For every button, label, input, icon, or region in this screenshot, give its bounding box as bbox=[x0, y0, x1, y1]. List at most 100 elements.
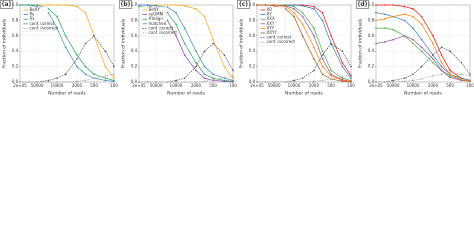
point bbox=[113, 77, 115, 79]
chart-panel: 0.00.20.40.60.81.02e+05 50000 10000 2000 500… bbox=[0, 0, 118, 97]
point bbox=[341, 61, 344, 64]
point bbox=[411, 15, 414, 18]
chart-panel: 0.00.20.40.60.81.02e+05 50000 10000 2000 500… bbox=[355, 0, 474, 97]
point bbox=[301, 81, 304, 83]
panel-tag: (d) bbox=[357, 1, 367, 8]
point bbox=[293, 4, 295, 6]
point bbox=[146, 4, 148, 6]
point bbox=[448, 73, 451, 76]
point bbox=[166, 4, 168, 6]
point bbox=[448, 75, 451, 77]
point bbox=[313, 80, 315, 83]
point bbox=[374, 19, 377, 22]
point bbox=[374, 42, 377, 45]
point bbox=[374, 27, 377, 29]
y-tick-label: 0.2 bbox=[130, 64, 137, 69]
point bbox=[440, 54, 442, 56]
x-tick-label: 2e+05 bbox=[13, 83, 27, 88]
y-tick-label: 0.2 bbox=[367, 64, 374, 69]
point bbox=[411, 27, 414, 29]
legend-label: conf. incorrect bbox=[30, 25, 59, 30]
legend-label: seGMM bbox=[148, 12, 163, 17]
legend-label: X0 bbox=[267, 7, 273, 12]
point bbox=[256, 81, 258, 83]
figure: 0.0 0.2 0.4 0.6 0.8 1.0 2e+05 50000 10000 2000 500… bbox=[0, 0, 474, 104]
point bbox=[330, 35, 332, 37]
legend-label: matched bbox=[148, 21, 166, 26]
point bbox=[420, 15, 422, 18]
series-line bbox=[20, 35, 115, 83]
point bbox=[374, 81, 377, 83]
point bbox=[403, 19, 405, 22]
legend-label: BeXY bbox=[30, 7, 41, 12]
point bbox=[383, 81, 385, 83]
x-tick-label: 2000 bbox=[427, 83, 438, 88]
x-tick-label: 500 bbox=[90, 83, 98, 88]
y-tick-label: 0.6 bbox=[249, 33, 256, 38]
point bbox=[468, 73, 471, 76]
point bbox=[194, 65, 197, 68]
x-tick-label: 2e+05 bbox=[250, 83, 264, 88]
x-tick-label: 2000 bbox=[190, 83, 201, 88]
point bbox=[321, 79, 324, 82]
point bbox=[391, 38, 394, 41]
x-tick-label: 50000 bbox=[31, 83, 44, 88]
x-tick-label: 10000 bbox=[169, 83, 182, 88]
x-tick-label: 10000 bbox=[51, 83, 64, 88]
y-tick-label: 0.4 bbox=[12, 48, 19, 53]
x-tick-label: 100 bbox=[110, 83, 118, 88]
point bbox=[211, 38, 214, 41]
legend-label: conf. correct bbox=[30, 21, 55, 26]
point bbox=[420, 23, 422, 26]
y-tick-label: 1.0 bbox=[130, 2, 137, 7]
point bbox=[293, 81, 295, 83]
x-tick-label: 10000 bbox=[288, 83, 301, 88]
point bbox=[468, 80, 471, 83]
panel-tag-box bbox=[237, 0, 250, 9]
point bbox=[211, 73, 214, 76]
point bbox=[350, 75, 352, 77]
point bbox=[383, 4, 385, 6]
point bbox=[321, 19, 324, 22]
point bbox=[273, 81, 275, 83]
point bbox=[321, 73, 324, 76]
point bbox=[321, 54, 324, 56]
point bbox=[448, 69, 451, 72]
point bbox=[440, 73, 442, 76]
panel-tag: (a) bbox=[2, 1, 12, 8]
point bbox=[321, 58, 324, 60]
legend-label: Ry bbox=[30, 12, 36, 17]
point bbox=[194, 8, 197, 10]
point bbox=[420, 65, 422, 68]
point bbox=[420, 46, 422, 49]
x-tick-label: 2000 bbox=[309, 83, 320, 88]
y-tick-label: 0.0 bbox=[12, 79, 19, 84]
y-tick-label: 1.0 bbox=[12, 2, 19, 7]
point bbox=[223, 79, 225, 82]
point bbox=[64, 73, 67, 76]
y-tick-label: 0.8 bbox=[130, 17, 137, 22]
point bbox=[211, 78, 214, 81]
point bbox=[391, 81, 394, 83]
point bbox=[231, 69, 234, 72]
point bbox=[76, 65, 78, 68]
point bbox=[36, 81, 38, 83]
point bbox=[183, 54, 185, 56]
legend-box bbox=[258, 6, 286, 46]
point bbox=[313, 8, 315, 10]
chart-panel: 0.00.20.40.60.81.02e+05 50000 10000 2000 500… bbox=[118, 0, 237, 97]
point bbox=[56, 27, 58, 29]
point bbox=[313, 58, 315, 60]
x-tick-label: 100 bbox=[229, 83, 237, 88]
point bbox=[440, 46, 442, 49]
x-tick-label: 500 bbox=[327, 83, 335, 88]
point bbox=[47, 81, 50, 83]
point bbox=[313, 35, 315, 37]
y-tick-label: 1.0 bbox=[249, 2, 256, 7]
point bbox=[47, 4, 50, 6]
x-tick-label: 10000 bbox=[406, 83, 419, 88]
point bbox=[174, 35, 177, 37]
legend-label: conf. correct bbox=[267, 35, 292, 40]
point bbox=[36, 4, 38, 6]
point bbox=[383, 41, 385, 43]
